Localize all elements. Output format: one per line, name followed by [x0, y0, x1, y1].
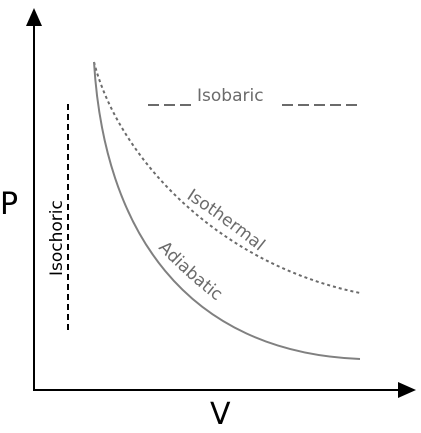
isothermal-label: Isothermal	[183, 185, 268, 255]
x-axis-arrowhead	[398, 382, 416, 398]
adiabatic-curve	[93, 61, 361, 360]
isobaric-label: Isobaric	[197, 86, 264, 106]
y-axis-arrowhead	[26, 8, 42, 26]
isochoric-label: Isochoric	[47, 200, 67, 276]
x-axis-label: V	[210, 397, 231, 432]
isothermal-curve	[93, 61, 361, 294]
y-axis-label: P	[0, 187, 18, 222]
